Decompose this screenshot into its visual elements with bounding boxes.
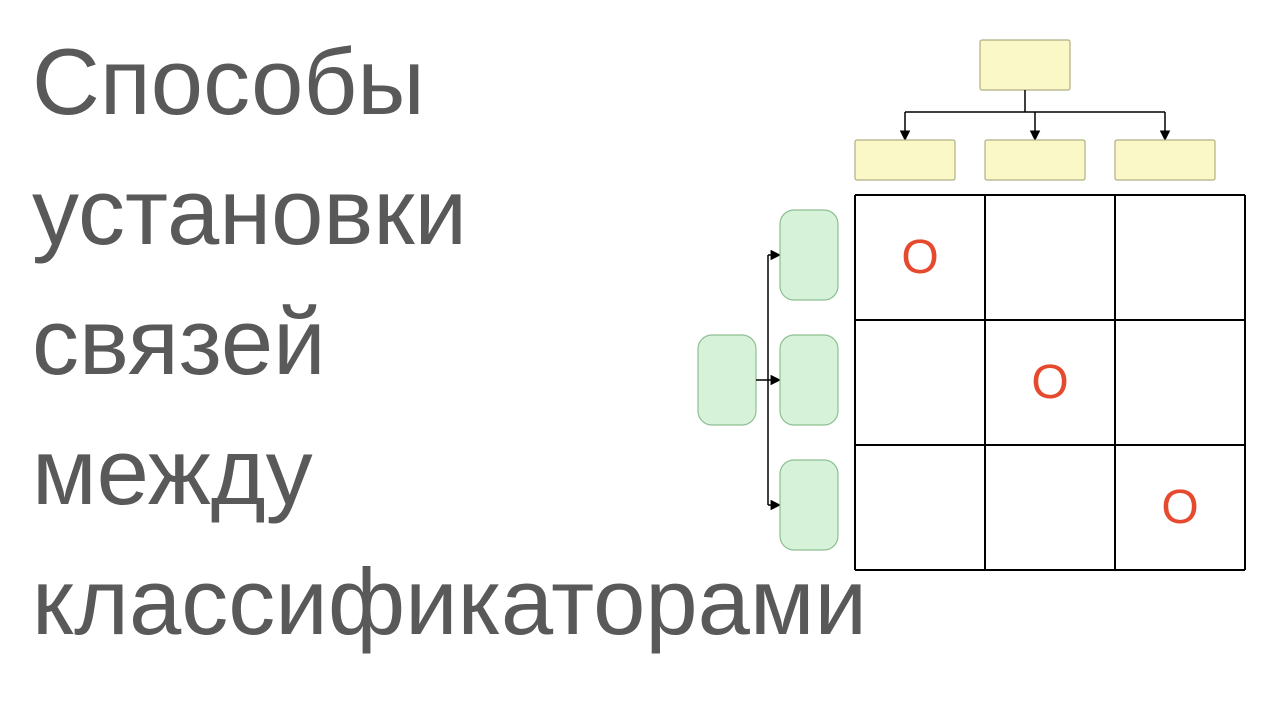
grid-marker-1: O bbox=[1031, 356, 1068, 409]
top-tree-group bbox=[855, 40, 1215, 180]
left-child-node-1 bbox=[780, 335, 838, 425]
left-child-node-0 bbox=[780, 210, 838, 300]
classifier-diagram: O O O bbox=[680, 30, 1250, 590]
grid-marker-0: O bbox=[901, 231, 938, 284]
top-child-node-1 bbox=[985, 140, 1085, 180]
slide-canvas: Способы установки связей между классифик… bbox=[0, 0, 1280, 720]
top-child-node-2 bbox=[1115, 140, 1215, 180]
title-line-4: между bbox=[32, 418, 313, 526]
title-line-2: установки bbox=[32, 158, 467, 266]
left-tree-group bbox=[698, 210, 838, 550]
title-line-3: связей bbox=[32, 288, 326, 396]
title-line-1: Способы bbox=[32, 28, 425, 136]
top-root-node bbox=[980, 40, 1070, 90]
top-child-node-0 bbox=[855, 140, 955, 180]
left-child-node-2 bbox=[780, 460, 838, 550]
grid-marker-2: O bbox=[1161, 481, 1198, 534]
left-root-node bbox=[698, 335, 756, 425]
